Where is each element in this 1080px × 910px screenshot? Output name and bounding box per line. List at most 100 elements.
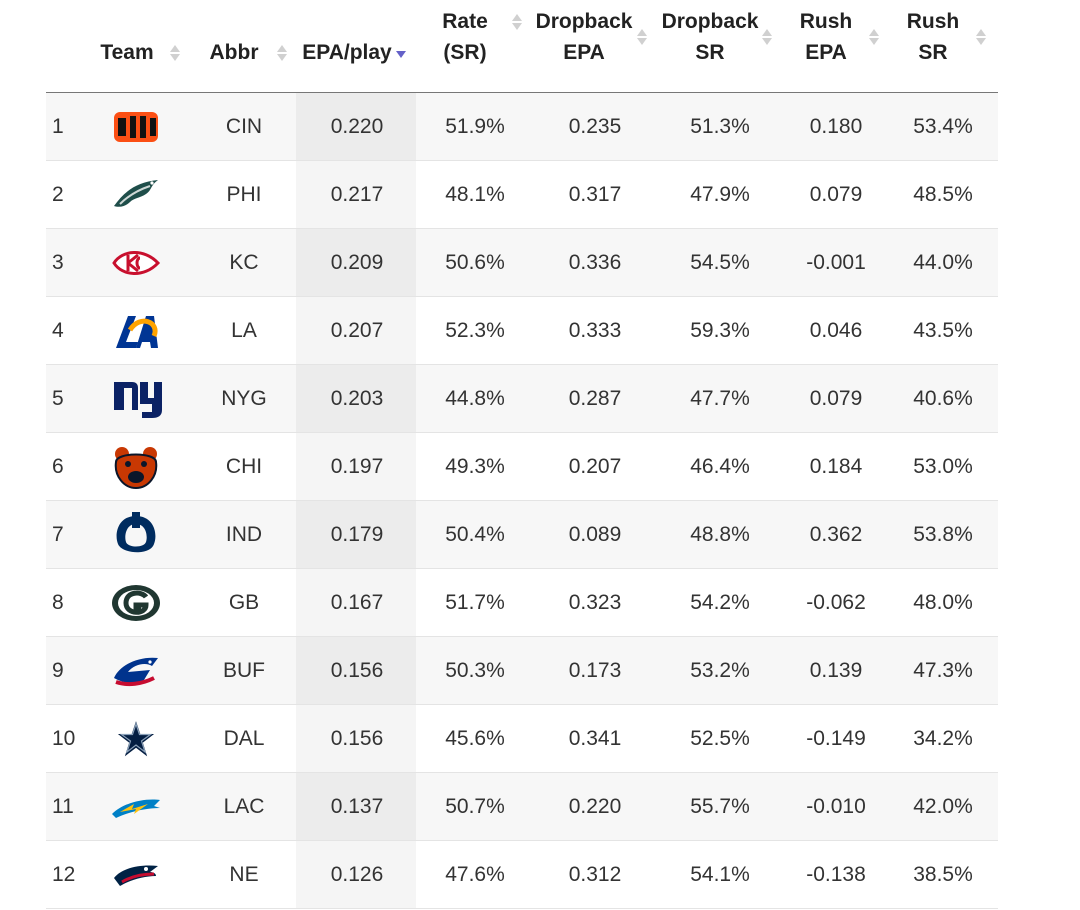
sorted-column-shade [296,229,416,296]
column-header-label: EPA [805,41,847,64]
abbr-cell: DAL [223,727,265,750]
rush-sr-cell: 47.3% [913,659,973,682]
sort-icon[interactable] [762,27,774,47]
sr-cell: 50.6% [445,251,505,274]
sr-cell: 50.3% [445,659,505,682]
table-row[interactable]: 4 LA 0.207 52.3% 0.333 59.3% 0.046 43.5% [46,297,998,365]
epa-cell: 0.179 [330,523,384,546]
table-row[interactable]: 5 NYG 0.203 44.8% 0.287 47.7% 0.079 40.6% [46,365,998,433]
patriots-logo [110,852,162,898]
db-epa-cell: 0.287 [568,387,622,410]
db-epa-cell: 0.312 [568,863,622,886]
table-row[interactable]: 2 PHI 0.217 48.1% 0.317 47.9% 0.079 48.5% [46,161,998,229]
bengals-logo [110,104,162,150]
table-header: Team Abbr EPA/play Success Rate (SR) Dropback E… [46,0,998,93]
sort-icon[interactable] [512,12,524,32]
table-row[interactable]: 12 NE 0.126 47.6% 0.312 54.1% -0.138 38.5% [46,841,998,909]
rush-epa-cell: 0.139 [809,659,863,682]
rush-epa-cell: -0.149 [806,727,866,750]
rank-cell: 10 [52,727,76,750]
column-header-label: Rate [442,10,488,33]
sr-cell: 44.8% [445,387,505,410]
sort-icon[interactable] [976,27,988,47]
rank-cell: 4 [52,319,64,342]
rank-cell: 8 [52,591,64,614]
table-row[interactable]: 8 GB 0.167 51.7% 0.323 54.2% -0.062 48.0% [46,569,998,637]
rush-sr-cell: 44.0% [913,251,973,274]
column-header-abbr[interactable]: Abbr [154,37,314,68]
column-header-label: EPA/play [302,41,392,64]
column-header-db_epa[interactable]: Dropback EPA [504,6,664,68]
epa-cell: 0.220 [330,115,384,138]
sr-cell: 49.3% [445,455,505,478]
rush-sr-cell: 53.8% [913,523,973,546]
table-row[interactable]: 7 IND 0.179 50.4% 0.089 48.8% 0.362 53.8% [46,501,998,569]
rams-logo [110,308,162,354]
column-header-label: SR [918,41,948,64]
rush-sr-cell: 53.0% [913,455,973,478]
table-row[interactable]: 11 LAC 0.137 50.7% 0.220 55.7% -0.010 42.0% [46,773,998,841]
bills-logo [110,648,162,694]
db-epa-cell: 0.323 [568,591,622,614]
db-sr-cell: 53.2% [690,659,750,682]
sr-cell: 50.4% [445,523,505,546]
sorted-column-shade [296,637,416,704]
sorted-column-shade [296,297,416,364]
db-epa-cell: 0.341 [568,727,622,750]
rush-epa-cell: -0.001 [806,251,866,274]
rank-cell: 7 [52,523,64,546]
sort-icon[interactable] [869,27,881,47]
column-header-label: Rush [799,10,853,33]
db-epa-cell: 0.336 [568,251,622,274]
abbr-cell: NE [229,863,259,886]
abbr-cell: LA [231,319,257,342]
column-header-db_sr[interactable]: Dropback SR [630,6,790,68]
sort-icon[interactable] [170,43,182,63]
table-row[interactable]: 6 CHI 0.197 49.3% 0.207 46.4% 0.184 53.0% [46,433,998,501]
sr-cell: 51.7% [445,591,505,614]
chargers-logo [110,784,162,830]
sort-icon[interactable] [277,43,289,63]
abbr-cell: NYG [221,387,267,410]
sorted-column-shade [296,569,416,636]
sort-icon[interactable] [637,27,649,47]
table-row[interactable]: 1 CIN 0.220 51.9% 0.235 51.3% 0.180 53.4% [46,93,998,161]
rush-sr-cell: 43.5% [913,319,973,342]
table-row[interactable]: 10 DAL 0.156 45.6% 0.341 52.5% -0.149 34.2% [46,705,998,773]
abbr-cell: GB [228,591,260,614]
table-body: 1 CIN 0.220 51.9% 0.235 51.3% 0.180 53.4% 2 PHI 0.… [46,93,998,909]
table-row[interactable]: 9 BUF 0.156 50.3% 0.173 53.2% 0.139 47.3% [46,637,998,705]
sr-cell: 52.3% [445,319,505,342]
column-header-rush_epa[interactable]: Rush EPA [746,6,906,68]
rush-epa-cell: -0.138 [806,863,866,886]
column-header-sr[interactable]: Success Rate (SR) [385,0,545,68]
epa-cell: 0.197 [330,455,384,478]
sr-cell: 45.6% [445,727,505,750]
epa-cell: 0.126 [330,863,384,886]
sort-descending-icon[interactable] [396,43,408,63]
eagles-logo [110,172,162,218]
rank-cell: 2 [52,183,64,206]
db-sr-cell: 47.7% [690,387,750,410]
column-header-team[interactable]: Team [47,37,207,68]
rush-sr-cell: 53.4% [913,115,973,138]
column-header-label: EPA [563,41,605,64]
table-row[interactable]: 3 KC 0.209 50.6% 0.336 54.5% -0.001 44.0% [46,229,998,297]
abbr-cell: IND [225,523,263,546]
db-epa-cell: 0.235 [568,115,622,138]
db-sr-cell: 52.5% [690,727,750,750]
sorted-column-shade [296,705,416,772]
column-header-epa_play[interactable]: EPA/play [267,37,427,68]
db-sr-cell: 54.1% [690,863,750,886]
sorted-column-shade [296,841,416,908]
bears-logo [110,444,162,490]
db-sr-cell: 54.5% [690,251,750,274]
column-header-rush_sr[interactable]: Rush SR [853,6,1013,68]
rush-epa-cell: 0.184 [809,455,863,478]
rank-cell: 6 [52,455,64,478]
rank-cell: 11 [52,795,74,818]
rush-epa-cell: 0.046 [809,319,863,342]
db-sr-cell: 55.7% [690,795,750,818]
giants-logo [110,376,162,422]
packers-logo [110,580,162,626]
